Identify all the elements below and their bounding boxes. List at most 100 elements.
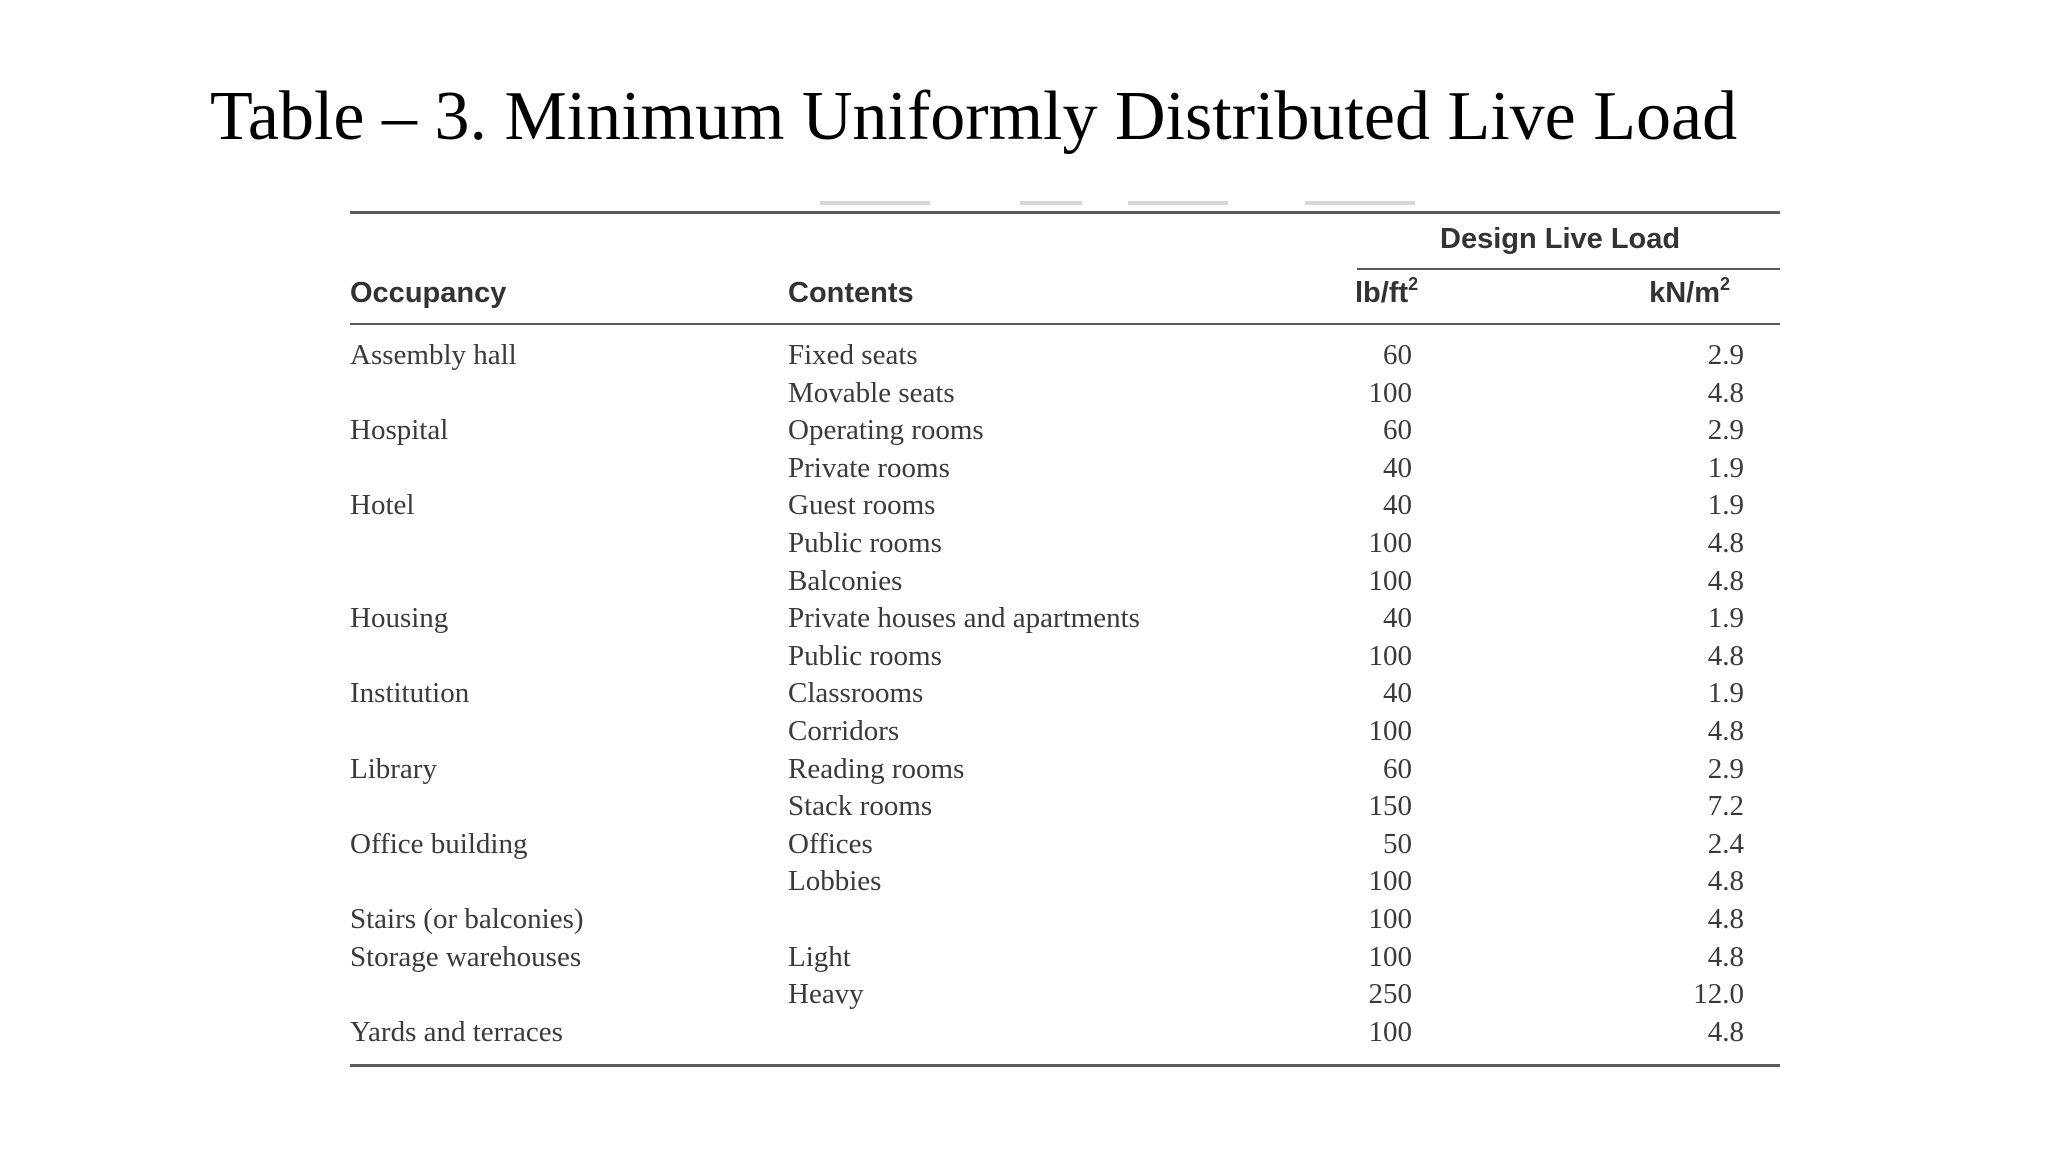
contents-cell: Fixed seats	[788, 339, 918, 371]
kn-m2-cell: 2.9	[1707, 752, 1744, 785]
table-row: Hotel Guest rooms 40 1.9	[350, 487, 1780, 525]
occupancy-cell: Hospital	[350, 414, 449, 447]
table-row: Stack rooms 150 7.2	[350, 788, 1780, 826]
table-body: Assembly hall Fixed seats 60 2.9 Movable sea…	[350, 337, 1780, 1051]
contents-cell: Private rooms	[788, 451, 950, 484]
header-bottom-rule	[350, 323, 1780, 325]
kn-m2-cell: 4.8	[1707, 639, 1744, 672]
kn-m2-cell: 4.8	[1707, 940, 1744, 973]
kn-m2-cell: 1.9	[1707, 489, 1744, 522]
lb-ft2-cell: 150	[1368, 790, 1413, 823]
table-row: Storage warehouses Light 100 4.8	[350, 939, 1780, 977]
contents-cell: Light	[788, 940, 851, 973]
lb-ft2-cell: 250	[1368, 978, 1413, 1011]
contents-cell: Classrooms	[788, 677, 924, 710]
kn-m2-cell: 2.9	[1707, 414, 1744, 447]
scan-artifact	[1128, 201, 1228, 205]
table-row: Housing Private houses and apartments 40 1.…	[350, 600, 1780, 638]
lb-ft2-cell: 100	[1368, 902, 1413, 935]
occupancy-cell: Yards and terraces	[350, 1015, 563, 1048]
kn-m2-header-text: kN/m	[1649, 277, 1720, 309]
contents-cell: Lobbies	[788, 865, 882, 898]
kn-m2-cell: 4.8	[1707, 714, 1744, 747]
contents-header: Contents	[788, 277, 914, 309]
occupancy-cell: Hotel	[350, 489, 415, 522]
lb-ft2-cell: 40	[1383, 451, 1412, 484]
table-row: Assembly hall Fixed seats 60 2.9	[350, 337, 1780, 375]
kn-m2-cell: 4.8	[1707, 865, 1744, 898]
table-row: Lobbies 100 4.8	[350, 863, 1780, 901]
group-header-rule	[1357, 268, 1780, 270]
lb-ft2-cell: 100	[1368, 1015, 1413, 1048]
lb-ft2-cell: 100	[1368, 526, 1413, 559]
lb-ft2-cell: 60	[1383, 752, 1412, 785]
table-row: Private rooms 40 1.9	[350, 450, 1780, 488]
table-row: Stairs (or balconies) 100 4.8	[350, 901, 1780, 939]
kn-m2-cell: 1.9	[1707, 451, 1744, 484]
table-row: Library Reading rooms 60 2.9	[350, 751, 1780, 789]
table-row: Public rooms 100 4.8	[350, 638, 1780, 676]
lb-ft2-cell: 100	[1368, 940, 1413, 973]
table-row: Balconies 100 4.8	[350, 563, 1780, 601]
lb-ft2-cell: 100	[1368, 714, 1413, 747]
occupancy-cell: Stairs (or balconies)	[350, 902, 584, 935]
lb-ft2-superscript: 2	[1408, 274, 1419, 294]
table-row: Corridors 100 4.8	[350, 713, 1780, 751]
lb-ft2-cell: 60	[1383, 414, 1412, 447]
kn-m2-header: kN/m2	[1649, 274, 1730, 310]
kn-m2-cell: 1.9	[1707, 602, 1744, 635]
kn-m2-cell: 12.0	[1693, 978, 1744, 1011]
kn-m2-cell: 7.2	[1707, 790, 1744, 823]
contents-cell: Stack rooms	[788, 790, 933, 823]
page-title: Table – 3. Minimum Uniformly Distributed…	[210, 78, 1738, 155]
kn-m2-cell: 1.9	[1707, 677, 1744, 710]
lb-ft2-cell: 60	[1383, 339, 1412, 371]
kn-m2-cell: 4.8	[1707, 376, 1744, 409]
contents-cell: Balconies	[788, 564, 903, 597]
scan-artifact	[820, 201, 930, 205]
kn-m2-cell: 2.9	[1707, 339, 1744, 371]
contents-cell: Operating rooms	[788, 414, 984, 447]
lb-ft2-header: lb/ft2	[1355, 274, 1419, 310]
lb-ft2-cell: 100	[1368, 865, 1413, 898]
scan-artifact	[1020, 201, 1082, 205]
contents-cell: Offices	[788, 827, 873, 860]
contents-cell: Movable seats	[788, 376, 955, 409]
occupancy-cell: Institution	[350, 677, 470, 710]
design-live-load-header: Design Live Load	[1440, 223, 1681, 255]
lb-ft2-cell: 40	[1383, 602, 1412, 635]
contents-cell: Private houses and apartments	[788, 602, 1140, 635]
lb-ft2-cell: 40	[1383, 677, 1412, 710]
table-top-rule	[350, 211, 1780, 214]
table-row: Public rooms 100 4.8	[350, 525, 1780, 563]
contents-cell: Public rooms	[788, 639, 942, 672]
occupancy-cell: Housing	[350, 602, 449, 635]
occupancy-cell: Library	[350, 752, 437, 785]
table-bottom-rule	[350, 1064, 1780, 1067]
table-row: Movable seats 100 4.8	[350, 375, 1780, 413]
kn-m2-cell: 4.8	[1707, 564, 1744, 597]
kn-m2-cell: 4.8	[1707, 902, 1744, 935]
contents-cell: Heavy	[788, 978, 864, 1011]
table-row: Office building Offices 50 2.4	[350, 826, 1780, 864]
kn-m2-cell: 4.8	[1707, 526, 1744, 559]
contents-cell: Public rooms	[788, 526, 942, 559]
lb-ft2-cell: 100	[1368, 564, 1413, 597]
table-row: Institution Classrooms 40 1.9	[350, 675, 1780, 713]
lb-ft2-cell: 50	[1383, 827, 1412, 860]
lb-ft2-cell: 100	[1368, 639, 1413, 672]
kn-m2-cell: 4.8	[1707, 1015, 1744, 1048]
lb-ft2-cell: 100	[1368, 376, 1413, 409]
table-row: Heavy 250 12.0	[350, 976, 1780, 1014]
occupancy-cell: Storage warehouses	[350, 940, 582, 973]
occupancy-cell: Office building	[350, 827, 528, 860]
contents-cell: Reading rooms	[788, 752, 965, 785]
table-row: Hospital Operating rooms 60 2.9	[350, 412, 1780, 450]
lb-ft2-cell: 40	[1383, 489, 1412, 522]
scan-artifact	[1305, 201, 1415, 205]
kn-m2-superscript: 2	[1719, 274, 1730, 294]
table-row: Yards and terraces 100 4.8	[350, 1014, 1780, 1052]
lb-ft2-header-text: lb/ft	[1355, 277, 1409, 309]
contents-cell: Corridors	[788, 714, 900, 747]
kn-m2-cell: 2.4	[1707, 827, 1744, 860]
